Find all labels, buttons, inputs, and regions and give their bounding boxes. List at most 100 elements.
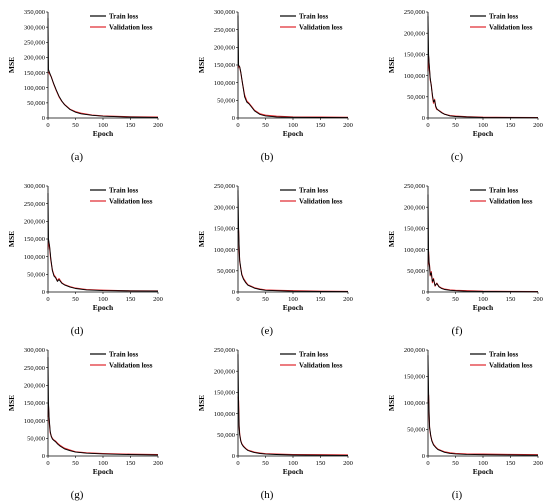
legend-label-validation: Validation loss xyxy=(489,23,533,31)
train-loss-line xyxy=(237,190,349,293)
x-tick-label: 0 xyxy=(236,296,239,303)
panel-caption: (a) xyxy=(71,151,84,163)
legend-label-train: Train loss xyxy=(109,350,139,358)
x-tick-label: 100 xyxy=(288,460,298,467)
x-tick-label: 100 xyxy=(478,122,488,129)
validation-loss-line xyxy=(47,71,159,118)
validation-loss-line xyxy=(427,251,539,293)
chart-panel-8: 0 50,000 100,000 150,000 200,000 250,000 0 50 10… xyxy=(197,347,353,501)
x-axis-label: Epoch xyxy=(283,303,304,312)
y-tick-label: 100,000 xyxy=(214,411,235,418)
y-tick-label: 150,000 xyxy=(24,236,45,243)
x-axis-label: Epoch xyxy=(473,303,494,312)
y-axis-label: MSE xyxy=(7,395,16,411)
panel-caption: (g) xyxy=(71,489,84,501)
x-tick-label: 150 xyxy=(126,460,136,467)
validation-loss-line xyxy=(47,240,159,292)
validation-loss-line xyxy=(237,229,349,292)
x-tick-label: 0 xyxy=(46,122,49,129)
validation-loss-line xyxy=(427,55,539,119)
y-axis-label: MSE xyxy=(197,231,206,247)
legend-label-validation: Validation loss xyxy=(109,361,153,369)
x-tick-label: 100 xyxy=(478,296,488,303)
train-loss-line xyxy=(237,354,349,456)
chart-panel-3: 0 50,000 100,000 150,000 200,000 250,000 0 50 10… xyxy=(387,9,543,163)
y-tick-label: 0 xyxy=(232,115,235,122)
train-loss-line xyxy=(427,355,539,456)
y-tick-label: 100,000 xyxy=(24,85,45,92)
y-tick-label: 150,000 xyxy=(404,226,425,233)
legend-label-train: Train loss xyxy=(489,350,519,358)
legend-label-validation: Validation loss xyxy=(489,197,533,205)
y-tick-label: 300,000 xyxy=(24,347,45,354)
y-tick-label: 0 xyxy=(422,115,425,122)
x-axis-label: Epoch xyxy=(473,467,494,476)
y-tick-label: 200,000 xyxy=(214,204,235,211)
y-axis-label: MSE xyxy=(7,57,16,73)
y-tick-label: 150,000 xyxy=(404,374,425,381)
train-loss-line xyxy=(47,18,159,118)
train-loss-line xyxy=(427,16,539,119)
y-tick-label: 0 xyxy=(42,115,45,122)
x-tick-label: 100 xyxy=(288,296,298,303)
train-loss-line xyxy=(427,194,539,293)
panel-caption: (h) xyxy=(261,489,274,501)
x-tick-label: 50 xyxy=(72,296,79,303)
x-tick-label: 0 xyxy=(426,296,429,303)
y-tick-label: 250,000 xyxy=(404,183,425,190)
x-tick-label: 150 xyxy=(316,460,326,467)
panel-caption: (b) xyxy=(261,151,274,163)
x-tick-label: 150 xyxy=(126,122,136,129)
y-tick-label: 150,000 xyxy=(214,62,235,69)
legend-label-validation: Validation loss xyxy=(489,361,533,369)
x-tick-label: 200 xyxy=(153,296,163,303)
y-tick-label: 50,000 xyxy=(27,272,45,279)
legend-label-train: Train loss xyxy=(109,186,139,194)
y-tick-label: 100,000 xyxy=(24,254,45,261)
panel-caption: (i) xyxy=(452,489,463,501)
y-tick-label: 150,000 xyxy=(214,390,235,397)
y-tick-label: 100,000 xyxy=(404,400,425,407)
legend-label-validation: Validation loss xyxy=(299,361,343,369)
chart-panel-6: 0 50,000 100,000 150,000 200,000 250,000 0 50 10… xyxy=(387,183,543,337)
x-tick-label: 50 xyxy=(262,122,269,129)
y-tick-label: 200,000 xyxy=(24,383,45,390)
x-tick-label: 200 xyxy=(153,122,163,129)
y-tick-label: 100,000 xyxy=(214,247,235,254)
x-tick-label: 150 xyxy=(316,296,326,303)
x-tick-label: 100 xyxy=(288,122,298,129)
y-tick-label: 150,000 xyxy=(404,52,425,59)
x-tick-label: 150 xyxy=(506,460,516,467)
y-tick-label: 250,000 xyxy=(24,39,45,46)
x-tick-label: 200 xyxy=(533,460,543,467)
train-loss-line xyxy=(47,193,159,292)
x-tick-label: 100 xyxy=(98,460,108,467)
y-axis-label: MSE xyxy=(197,395,206,411)
legend-label-validation: Validation loss xyxy=(299,197,343,205)
y-axis-label: MSE xyxy=(387,57,396,73)
y-axis-label: MSE xyxy=(387,395,396,411)
legend-label-train: Train loss xyxy=(489,186,519,194)
y-tick-label: 0 xyxy=(42,453,45,460)
y-tick-label: 200,000 xyxy=(24,55,45,62)
x-axis-label: Epoch xyxy=(93,467,114,476)
legend-label-validation: Validation loss xyxy=(109,23,153,31)
y-tick-label: 50,000 xyxy=(217,98,235,105)
x-tick-label: 50 xyxy=(72,122,79,129)
y-tick-label: 200,000 xyxy=(404,204,425,211)
y-tick-label: 200,000 xyxy=(24,219,45,226)
x-tick-label: 200 xyxy=(343,460,353,467)
panel-caption: (e) xyxy=(261,325,274,337)
panel-caption: (c) xyxy=(451,151,464,163)
x-tick-label: 0 xyxy=(46,296,49,303)
validation-loss-line xyxy=(237,396,349,456)
chart-panel-1: 0 50,000 100,000 150,000 200,000 250,000 300,0… xyxy=(7,9,163,163)
y-tick-label: 100,000 xyxy=(404,247,425,254)
x-tick-label: 200 xyxy=(343,122,353,129)
y-tick-label: 300,000 xyxy=(214,9,235,16)
x-tick-label: 50 xyxy=(72,460,79,467)
y-tick-label: 250,000 xyxy=(24,365,45,372)
y-tick-label: 350,000 xyxy=(24,9,45,16)
x-tick-label: 200 xyxy=(533,122,543,129)
